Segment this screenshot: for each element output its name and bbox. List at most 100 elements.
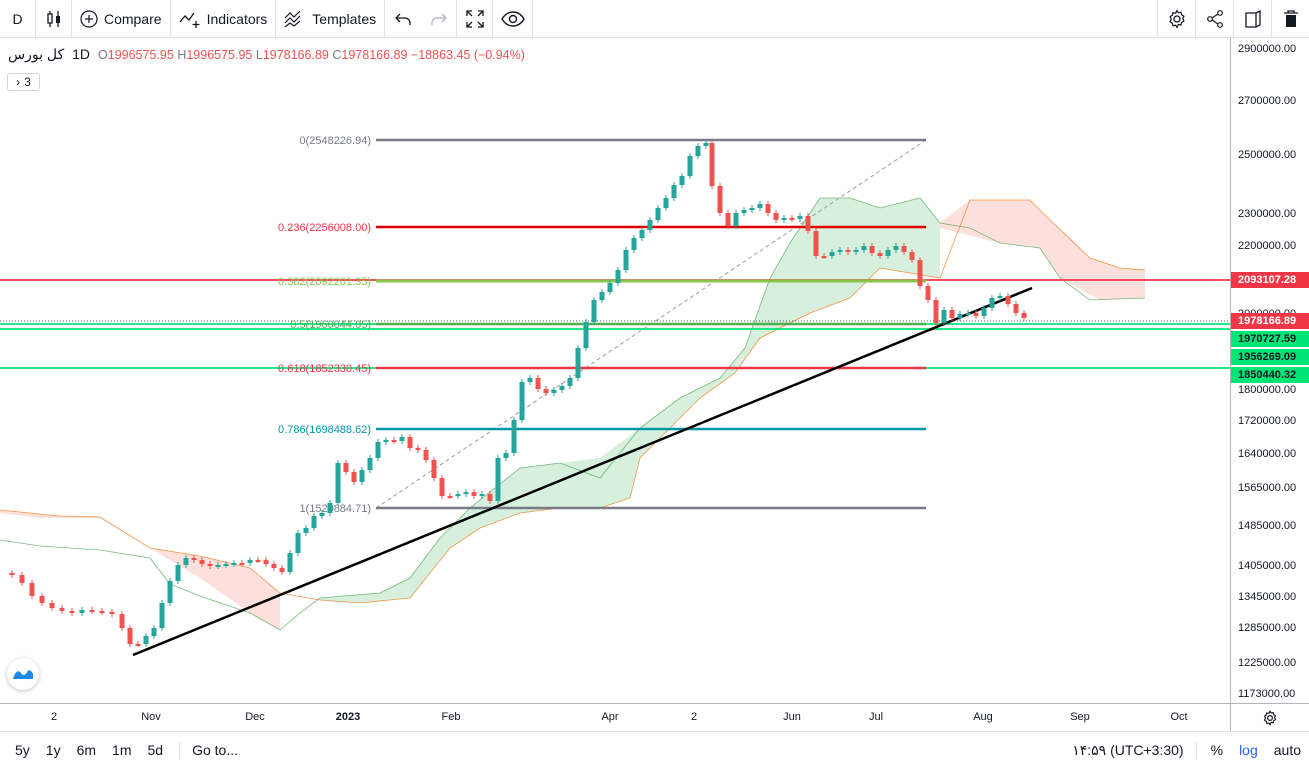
candle-body — [837, 250, 843, 252]
time-axis[interactable]: 2 Nov Dec 2023 Feb Apr 2 Jun Jul Aug Sep Oct — [0, 703, 1230, 731]
candle-body — [271, 564, 277, 568]
candle-body — [607, 283, 613, 292]
candle-body — [207, 564, 213, 566]
range-6m[interactable]: 6m — [76, 742, 97, 758]
indicators-collapse-button[interactable]: › 3 — [7, 73, 40, 91]
candle-body — [151, 628, 157, 636]
price-tick: 1285000.00 — [1238, 622, 1297, 634]
candle-body — [79, 610, 85, 613]
candles-icon — [46, 10, 60, 27]
candle-body — [223, 564, 229, 566]
gear-icon — [1168, 8, 1185, 29]
price-label: 2093107.28 — [1231, 272, 1309, 288]
chart-type-button[interactable] — [36, 0, 72, 38]
ohlc-values: O1996575.95 H1996575.95 L1978166.89 C197… — [98, 48, 525, 62]
percent-toggle[interactable]: % — [1210, 742, 1224, 758]
candle-body — [89, 610, 95, 612]
range-5d[interactable]: 5d — [147, 742, 164, 758]
gear-icon — [1263, 709, 1277, 726]
candle-body — [679, 176, 685, 185]
candle-body — [463, 492, 469, 494]
goto-button[interactable]: Go to... — [179, 742, 238, 758]
candle-body — [295, 533, 301, 553]
candle-body — [109, 612, 115, 614]
fib-label-0618: 0.618(1852330.45) — [278, 363, 371, 375]
candle-body — [623, 250, 629, 270]
share-button[interactable] — [1195, 0, 1233, 38]
indicators-icon — [179, 12, 200, 28]
candle-body — [39, 596, 45, 603]
candle-body — [69, 611, 75, 613]
candle-body — [821, 256, 827, 258]
undo-icon — [395, 13, 411, 25]
indicators-button[interactable]: Indicators — [171, 0, 277, 38]
candles-group — [9, 140, 1027, 647]
candle-body — [695, 146, 701, 156]
candle-body — [327, 503, 333, 513]
toolbar-right-group — [1157, 0, 1309, 38]
low-value: 1978166.89 — [262, 48, 329, 62]
price-axis[interactable]: 2900000.00 2700000.00 2500000.00 2300000.00… — [1230, 38, 1309, 703]
candle-body — [503, 453, 509, 458]
compare-button[interactable]: Compare — [72, 0, 171, 38]
candle-body — [757, 204, 763, 208]
price-tick: 2900000.00 — [1238, 43, 1297, 55]
undo-button[interactable] — [385, 0, 421, 38]
candle-body — [599, 292, 605, 300]
price-tick: 1640000.00 — [1238, 448, 1297, 460]
fullscreen-button[interactable] — [457, 0, 494, 38]
chart-pane[interactable]: 0(2548226.94) 0.236(2256008.00) 0.382(20… — [0, 38, 1230, 703]
candle-body — [247, 560, 253, 563]
templates-button[interactable]: Templates — [276, 0, 386, 38]
candle-body — [901, 246, 907, 252]
candle-body — [861, 246, 867, 250]
candle-body — [749, 208, 755, 210]
candle-body — [639, 230, 645, 238]
preview-button[interactable] — [493, 0, 534, 38]
log-toggle[interactable]: log — [1239, 742, 1258, 758]
auto-toggle[interactable]: auto — [1273, 742, 1301, 758]
symbol-name[interactable]: کل بورس — [8, 46, 65, 62]
trendline-main[interactable] — [132, 286, 1033, 657]
candle-body — [1013, 304, 1019, 313]
candle-body — [359, 470, 365, 482]
candle-body — [885, 250, 891, 256]
price-tick: 1405000.00 — [1238, 560, 1297, 572]
high-value: 1996575.95 — [186, 48, 253, 62]
candle-body — [805, 216, 811, 231]
price-tick: 1345000.00 — [1238, 591, 1297, 603]
candle-body — [447, 496, 453, 498]
change-value: −18863.45 (−0.94%) — [410, 48, 525, 62]
settings-button[interactable] — [1157, 0, 1195, 38]
candle-body — [487, 494, 493, 501]
time-tick: 2 — [50, 711, 58, 723]
close-value: 1978166.89 — [341, 48, 408, 62]
candle-body — [853, 250, 859, 252]
candle-body — [383, 440, 389, 442]
fib-levels[interactable]: 0(2548226.94) 0.236(2256008.00) 0.382(20… — [278, 135, 926, 515]
axis-settings-button[interactable] — [1230, 703, 1309, 731]
price-label: 1970727.59 — [1231, 331, 1309, 347]
plus-circle-icon — [80, 9, 98, 28]
range-1y[interactable]: 1y — [45, 742, 61, 758]
candle-body — [495, 458, 501, 501]
interval-button[interactable]: D — [0, 0, 36, 38]
time-tick: 2 — [690, 711, 698, 723]
range-5y[interactable]: 5y — [15, 742, 30, 758]
logo-badge[interactable] — [7, 658, 39, 690]
redo-button[interactable] — [421, 0, 458, 38]
timezone-clock[interactable]: ۱۴:۵۹ (UTC+3:30) — [1064, 741, 1197, 759]
candle-body — [543, 389, 549, 393]
range-1m[interactable]: 1m — [112, 742, 132, 758]
delete-button[interactable] — [1271, 0, 1309, 38]
bottom-toolbar: 5y 1y 6m 1m 5d Go to... ۱۴:۵۹ (UTC+3:30)… — [0, 731, 1309, 768]
candle-body — [535, 378, 541, 389]
candle-body — [671, 185, 677, 198]
candle-body — [391, 440, 397, 442]
candle-body — [431, 460, 437, 478]
bottom-right-group: ۱۴:۵۹ (UTC+3:30) % log auto — [1064, 741, 1309, 759]
candle-body — [877, 253, 883, 256]
price-chart[interactable]: 0(2548226.94) 0.236(2256008.00) 0.382(20… — [0, 38, 1230, 703]
candle-body — [575, 348, 581, 378]
layout-button[interactable] — [1233, 0, 1271, 38]
